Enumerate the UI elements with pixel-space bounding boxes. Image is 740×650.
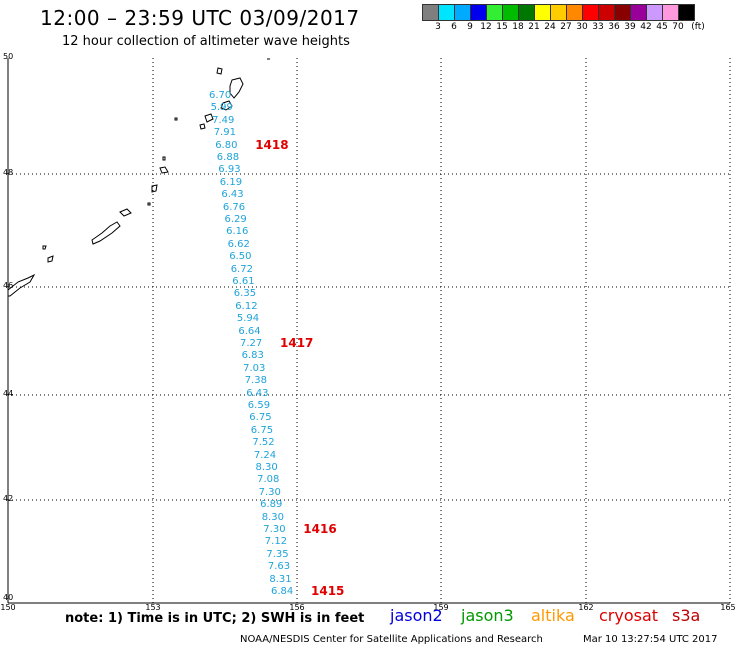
legend-label-70: 70 <box>672 22 684 32</box>
swh-value: 7.27 <box>240 338 263 349</box>
swh-value: 6.93 <box>218 164 241 176</box>
map-title: 12:00 – 23:59 UTC 03/09/2017 <box>40 6 360 30</box>
lon-tick-150: 150 <box>0 603 16 612</box>
lat-tick-44: 44 <box>3 389 14 398</box>
swh-value: 5.99 <box>210 102 233 114</box>
swh-value: 7.35 <box>266 548 289 560</box>
swh-value: 6.35 <box>233 288 257 300</box>
swh-value: 5.94 <box>236 313 260 325</box>
footer-timestamp: Mar 10 13:27:54 UTC 2017 <box>583 634 718 645</box>
swh-value: 6.72 <box>230 263 253 275</box>
swh-value: 6.43 <box>246 387 269 399</box>
color-legend <box>422 4 695 21</box>
swh-value: 8.30 <box>261 511 284 523</box>
legend-label-24: 24 <box>544 22 556 32</box>
legend-label-45: 45 <box>656 22 668 32</box>
map-subtitle: 12 hour collection of altimeter wave hei… <box>62 34 350 49</box>
lon-tick-159: 159 <box>433 603 449 612</box>
swh-value: 7.08 <box>257 474 280 486</box>
swh-value: 7.49 <box>212 114 235 126</box>
pass-label-1418: 1418 <box>255 137 289 152</box>
swh-value: 6.62 <box>227 238 250 250</box>
pass-label-1417: 1417 <box>280 336 314 350</box>
swh-value: 6.43 <box>221 189 244 201</box>
satellite-cryosat: cryosat <box>599 606 659 625</box>
lat-tick-42: 42 <box>3 494 14 503</box>
lon-tick-156: 156 <box>289 603 305 612</box>
legend-label-36: 36 <box>608 22 620 32</box>
pass-label-1416: 1416 <box>303 522 337 536</box>
swh-value: 7.91 <box>213 127 236 139</box>
lat-tick-46: 46 <box>3 281 14 290</box>
swh-value: 6.61 <box>232 276 255 287</box>
swh-value: 6.88 <box>216 152 240 163</box>
legend-label-18: 18 <box>512 22 524 32</box>
legend-swatch-16 <box>678 4 695 21</box>
legend-label-39: 39 <box>624 22 636 32</box>
satellite-jason3: jason3 <box>461 606 514 625</box>
lat-tick-40: 40 <box>3 593 14 602</box>
swh-value: 6.83 <box>241 350 264 362</box>
pass-label-1415: 1415 <box>311 584 345 598</box>
legend-label-42: 42 <box>640 22 652 32</box>
swh-value: 7.52 <box>252 437 275 449</box>
legend-label-27: 27 <box>560 22 572 32</box>
satellite-s3a: s3a <box>672 606 701 625</box>
legend-unit: (ft) <box>691 22 705 32</box>
swh-value: 6.19 <box>219 176 243 188</box>
swh-value: 7.12 <box>264 536 288 548</box>
swh-value: 6.59 <box>247 400 271 411</box>
swh-value: 7.03 <box>243 362 266 374</box>
swh-value: 7.63 <box>267 561 291 573</box>
swh-value: 6.75 <box>250 424 274 436</box>
map-frame <box>7 58 730 604</box>
satellite-altika: altika <box>531 606 575 625</box>
swh-value: 8.30 <box>255 462 278 473</box>
legend-label-15: 15 <box>496 22 508 32</box>
coastline <box>7 58 270 297</box>
swh-value: 6.75 <box>249 412 272 424</box>
legend-label-9: 9 <box>467 22 473 32</box>
lon-tick-165: 165 <box>720 603 736 612</box>
lat-tick-50: 50 <box>3 52 14 61</box>
legend-label-30: 30 <box>576 22 588 32</box>
swh-value: 6.16 <box>226 226 249 238</box>
legend-label-6: 6 <box>451 22 457 32</box>
swh-value: 6.84 <box>271 586 294 597</box>
swh-value: 7.30 <box>258 486 281 498</box>
swh-value: 6.50 <box>229 251 252 263</box>
swh-value: 6.29 <box>224 214 247 225</box>
swh-value: 8.31 <box>269 573 292 585</box>
lon-tick-162: 162 <box>578 603 594 612</box>
legend-label-3: 3 <box>435 22 441 32</box>
note-text: note: 1) Time is in UTC; 2) SWH is in fe… <box>65 611 365 626</box>
legend-label-12: 12 <box>480 22 492 32</box>
swh-value: 6.76 <box>222 201 246 213</box>
swh-value: 6.80 <box>215 139 238 151</box>
swh-value: 6.12 <box>235 300 258 312</box>
satellite-jason2: jason2 <box>390 606 443 625</box>
footer-credit: NOAA/NESDIS Center for Satellite Applica… <box>240 634 543 645</box>
swh-value: 7.30 <box>263 524 286 535</box>
swh-value: 7.24 <box>253 449 277 461</box>
swh-value: 6.64 <box>238 325 261 337</box>
legend-label-21: 21 <box>528 22 540 32</box>
lon-tick-153: 153 <box>145 603 161 612</box>
lat-tick-48: 48 <box>3 168 14 177</box>
swh-value: 6.89 <box>260 499 283 511</box>
legend-label-33: 33 <box>592 22 604 32</box>
swh-value: 6.70 <box>209 90 232 101</box>
swh-value: 7.38 <box>244 375 267 387</box>
lat-lon-grid <box>8 58 731 603</box>
